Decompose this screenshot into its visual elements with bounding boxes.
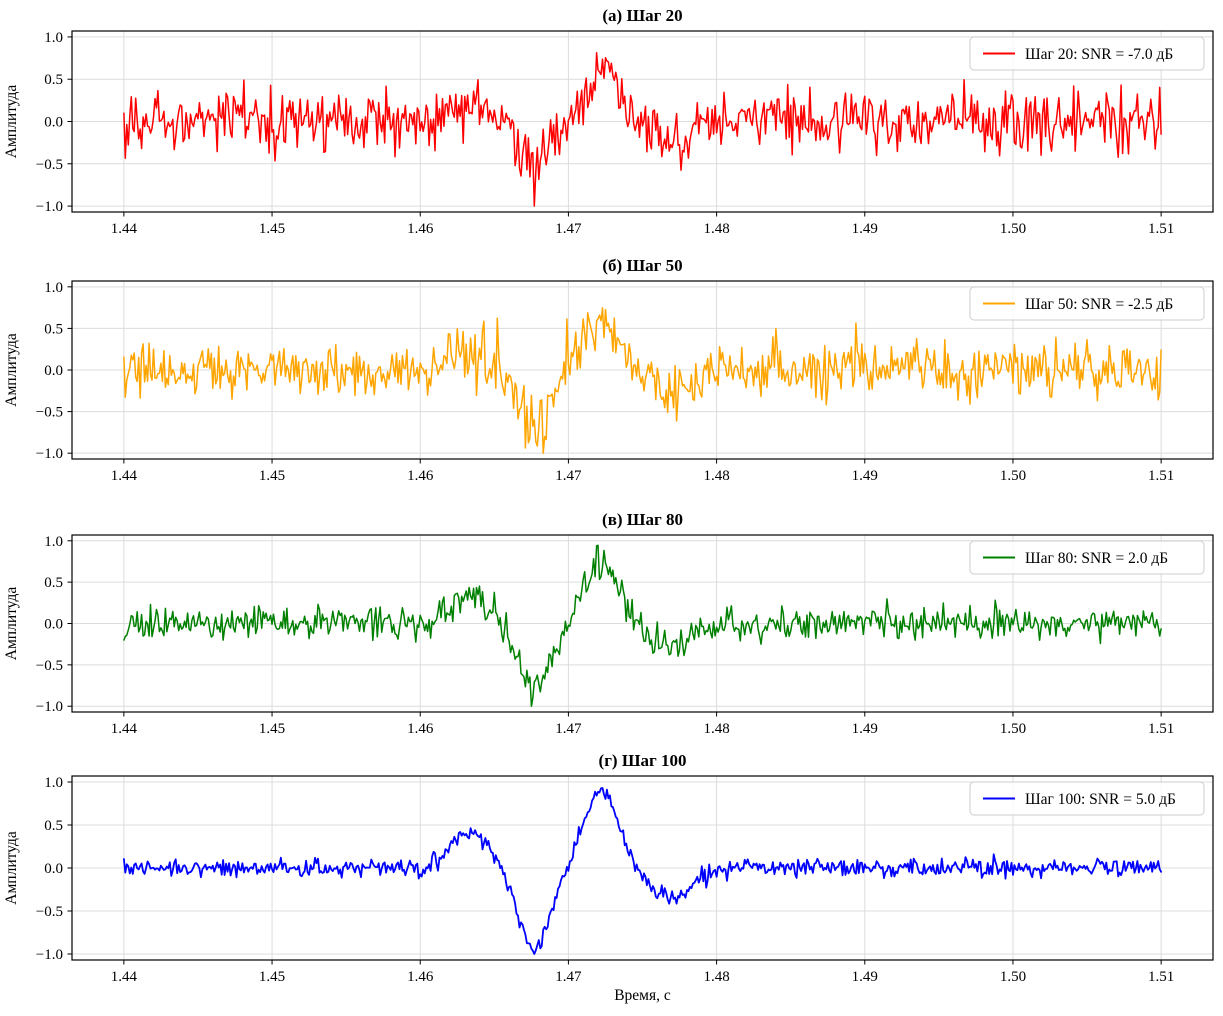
y-tick-label: −1.0 — [36, 947, 63, 963]
y-tick-label: 1.0 — [44, 534, 63, 550]
legend-label: Шаг 100: SNR = 5.0 дБ — [1025, 791, 1176, 808]
y-tick-label: −1.0 — [36, 446, 63, 462]
y-tick-label: 0.0 — [44, 115, 63, 131]
signal-line-step-80 — [123, 544, 1162, 707]
legend-label: Шаг 50: SNR = -2.5 дБ — [1025, 296, 1173, 313]
y-axis-label: Амплитуда — [3, 587, 20, 661]
panel-title-a: (а) Шаг 20 — [602, 6, 682, 25]
x-tick-label: 1.47 — [555, 721, 582, 737]
x-tick-label: 1.45 — [259, 969, 285, 985]
x-tick-label: 1.51 — [1148, 969, 1174, 985]
legend: Шаг 80: SNR = 2.0 дБ — [969, 540, 1205, 575]
legend-box — [969, 286, 1205, 321]
legend: Шаг 100: SNR = 5.0 дБ — [969, 781, 1205, 816]
panel-c: 1.44 1.45 1.46 1.47 1.48 1.49 1.50 1.51 1.0 0.5 0.… — [3, 510, 1214, 737]
x-tick-label: 1.50 — [1000, 221, 1026, 237]
x-tick-label: 1.51 — [1148, 721, 1174, 737]
signal-line-step-50 — [123, 307, 1162, 454]
tick-marks — [67, 36, 1162, 217]
tick-marks — [67, 540, 1162, 717]
x-tick-label: 1.49 — [852, 221, 878, 237]
x-tick-label: 1.51 — [1148, 221, 1174, 237]
x-tick-label: 1.50 — [1000, 468, 1026, 484]
panel-title-b: (б) Шаг 50 — [602, 256, 682, 275]
y-axis-label: Амплитуда — [3, 85, 20, 159]
x-tick-label: 1.49 — [852, 969, 878, 985]
panel-a: 1.44 1.45 1.46 1.47 1.48 1.49 1.50 1.51 1.0 0.5 0.… — [3, 6, 1214, 237]
legend-box — [969, 540, 1205, 575]
y-tick-label: 0.5 — [44, 321, 63, 337]
y-tick-label: 0.0 — [44, 363, 63, 379]
panel-d: 1.44 1.45 1.46 1.47 1.48 1.49 1.50 1.51 1.0 0.5 0.… — [3, 751, 1214, 985]
legend-label: Шаг 80: SNR = 2.0 дБ — [1025, 550, 1168, 567]
x-tick-label: 1.50 — [1000, 721, 1026, 737]
x-tick-label: 1.47 — [555, 221, 582, 237]
x-tick-label: 1.48 — [703, 721, 729, 737]
x-axis-label: Время, с — [614, 987, 671, 1004]
x-tick-label: 1.46 — [407, 721, 434, 737]
legend-label: Шаг 20: SNR = -7.0 дБ — [1025, 46, 1173, 63]
signal-line-step-20 — [123, 52, 1162, 207]
x-tick-label: 1.44 — [111, 221, 138, 237]
x-tick-label: 1.44 — [111, 468, 138, 484]
legend-box — [969, 781, 1205, 816]
y-tick-label: −0.5 — [36, 157, 63, 173]
y-axis-label: Амплитуда — [3, 831, 20, 905]
x-tick-label: 1.48 — [703, 969, 729, 985]
x-tick-label: 1.50 — [1000, 969, 1026, 985]
x-tick-label: 1.49 — [852, 721, 878, 737]
x-tick-label: 1.45 — [259, 221, 285, 237]
x-tick-label: 1.44 — [111, 969, 138, 985]
y-axis-label: Амплитуда — [3, 333, 20, 407]
y-tick-label: 0.5 — [44, 575, 63, 591]
y-tick-label: 1.0 — [44, 775, 63, 791]
signal-line-step-100 — [123, 787, 1162, 955]
y-tick-label: 1.0 — [44, 30, 63, 46]
panel-title-c: (в) Шаг 80 — [602, 510, 683, 529]
x-tick-label: 1.47 — [555, 969, 582, 985]
x-tick-label: 1.45 — [259, 468, 285, 484]
x-tick-label: 1.44 — [111, 721, 138, 737]
tick-marks — [67, 286, 1162, 464]
x-tick-label: 1.47 — [555, 468, 582, 484]
panel-title-d: (г) Шаг 100 — [599, 751, 687, 770]
y-tick-label: 1.0 — [44, 280, 63, 296]
x-tick-label: 1.46 — [407, 221, 434, 237]
tick-marks — [67, 781, 1162, 965]
y-tick-label: −0.5 — [36, 904, 63, 920]
legend: Шаг 20: SNR = -7.0 дБ — [969, 36, 1205, 71]
grid-lines — [72, 281, 1213, 459]
y-tick-label: 0.0 — [44, 617, 63, 633]
y-tick-label: 0.0 — [44, 861, 63, 877]
y-tick-label: −0.5 — [36, 405, 63, 421]
x-tick-label: 1.45 — [259, 721, 285, 737]
x-tick-label: 1.49 — [852, 468, 878, 484]
y-tick-label: 0.5 — [44, 818, 63, 834]
panel-b: 1.44 1.45 1.46 1.47 1.48 1.49 1.50 1.51 1.0 0.5 0.… — [3, 256, 1214, 484]
x-tick-label: 1.46 — [407, 969, 434, 985]
y-tick-label: −1.0 — [36, 199, 63, 215]
x-tick-label: 1.46 — [407, 468, 434, 484]
y-tick-label: 0.5 — [44, 72, 63, 88]
y-tick-label: −0.5 — [36, 658, 63, 674]
x-tick-label: 1.51 — [1148, 468, 1174, 484]
x-tick-label: 1.48 — [703, 221, 729, 237]
legend: Шаг 50: SNR = -2.5 дБ — [969, 286, 1205, 321]
legend-box — [969, 36, 1205, 71]
x-tick-label: 1.48 — [703, 468, 729, 484]
y-tick-label: −1.0 — [36, 699, 63, 715]
